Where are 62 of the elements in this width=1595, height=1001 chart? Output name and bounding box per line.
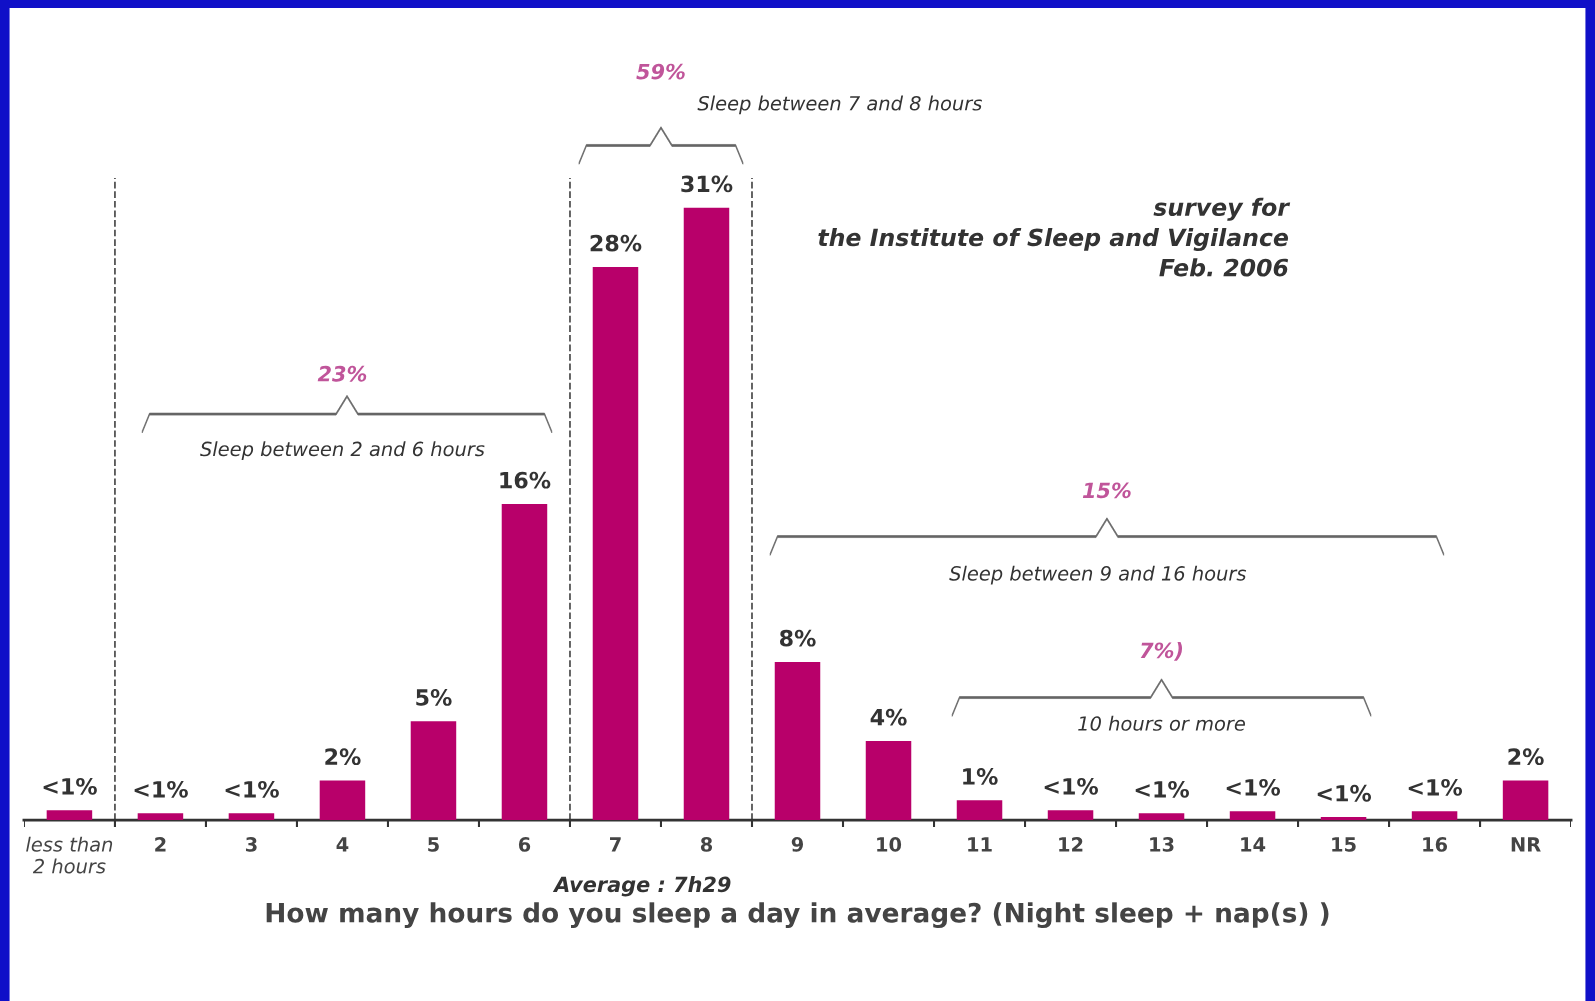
- x-axis-title: How many hours do you sleep a day in average? (Night sleep + nap(s) ): [266, 902, 1329, 929]
- x-tick-label: 7: [610, 837, 621, 852]
- x-tick-label: NR: [1511, 837, 1541, 852]
- bar: [774, 662, 821, 821]
- x-tick-label: 15: [1332, 837, 1356, 852]
- bar: [1047, 810, 1094, 821]
- annotation: survey for the Institute of Sleep and Vigilance Feb. 2006: [818, 197, 1291, 277]
- x-tick-label: 6: [518, 837, 531, 852]
- bar: [865, 741, 912, 821]
- data-label: <1%: [43, 777, 97, 795]
- data-label: <1%: [1317, 784, 1372, 802]
- data-label: 16%: [500, 471, 551, 489]
- text: Sleep between 7 and 8 hours: [697, 95, 982, 115]
- bar: [228, 813, 275, 821]
- x-tick-label: 5: [428, 837, 439, 852]
- data-label: <1%: [1135, 780, 1189, 798]
- x-tick-label: 12: [1059, 837, 1083, 852]
- bar: [956, 800, 1003, 821]
- data-label: 28%: [590, 234, 642, 252]
- x-tick-label: 3: [245, 837, 257, 852]
- bar: [1411, 811, 1458, 821]
- x-tick-label: 14: [1241, 837, 1266, 852]
- data-label: 2%: [325, 748, 361, 766]
- bar: [319, 780, 366, 821]
- data-label: 5%: [416, 689, 452, 706]
- bar: [410, 721, 457, 821]
- bar: [137, 813, 184, 821]
- data-label: <1%: [1226, 778, 1281, 796]
- annotation: Sleep between 9 and 16 hours: [949, 565, 1247, 585]
- data-label: 2%: [1508, 748, 1544, 766]
- data-label: 31%: [681, 175, 733, 193]
- bar: [1502, 780, 1549, 821]
- x-tick-label: 9: [791, 837, 804, 852]
- x-tick-label: 13: [1150, 837, 1174, 852]
- data-label: 1%: [963, 768, 998, 785]
- x-tick-label: 11: [968, 837, 992, 852]
- annotation: 15%: [1082, 482, 1131, 499]
- annotation: 7%): [1140, 642, 1183, 661]
- x-tick-label: 4: [336, 837, 349, 852]
- bar: [501, 503, 548, 821]
- bar: [46, 810, 93, 821]
- annotation: 23%: [317, 365, 367, 382]
- data-label: <1%: [1044, 777, 1098, 795]
- bar: [1138, 813, 1185, 821]
- x-tick-label: 8: [700, 837, 713, 852]
- text: Average : 7h29: [552, 876, 731, 897]
- x-tick-label: less than 2 hours: [26, 836, 113, 874]
- bar: [1320, 817, 1367, 821]
- bar: [592, 266, 639, 821]
- data-label: <1%: [134, 780, 188, 798]
- x-tick-label: 16: [1423, 837, 1448, 852]
- data-label: <1%: [1408, 778, 1463, 796]
- data-label: 8%: [779, 629, 816, 647]
- annotation: 10 hours or more: [1078, 715, 1245, 731]
- data-label: <1%: [225, 780, 279, 798]
- text: 59%: [636, 63, 685, 80]
- bar: [683, 207, 730, 821]
- data-label: 4%: [870, 708, 907, 726]
- x-tick-label: 10: [877, 837, 902, 852]
- annotation: Sleep between 2 and 6 hours: [200, 441, 485, 461]
- x-tick-label: 2: [155, 837, 166, 852]
- bar: [1229, 811, 1276, 821]
